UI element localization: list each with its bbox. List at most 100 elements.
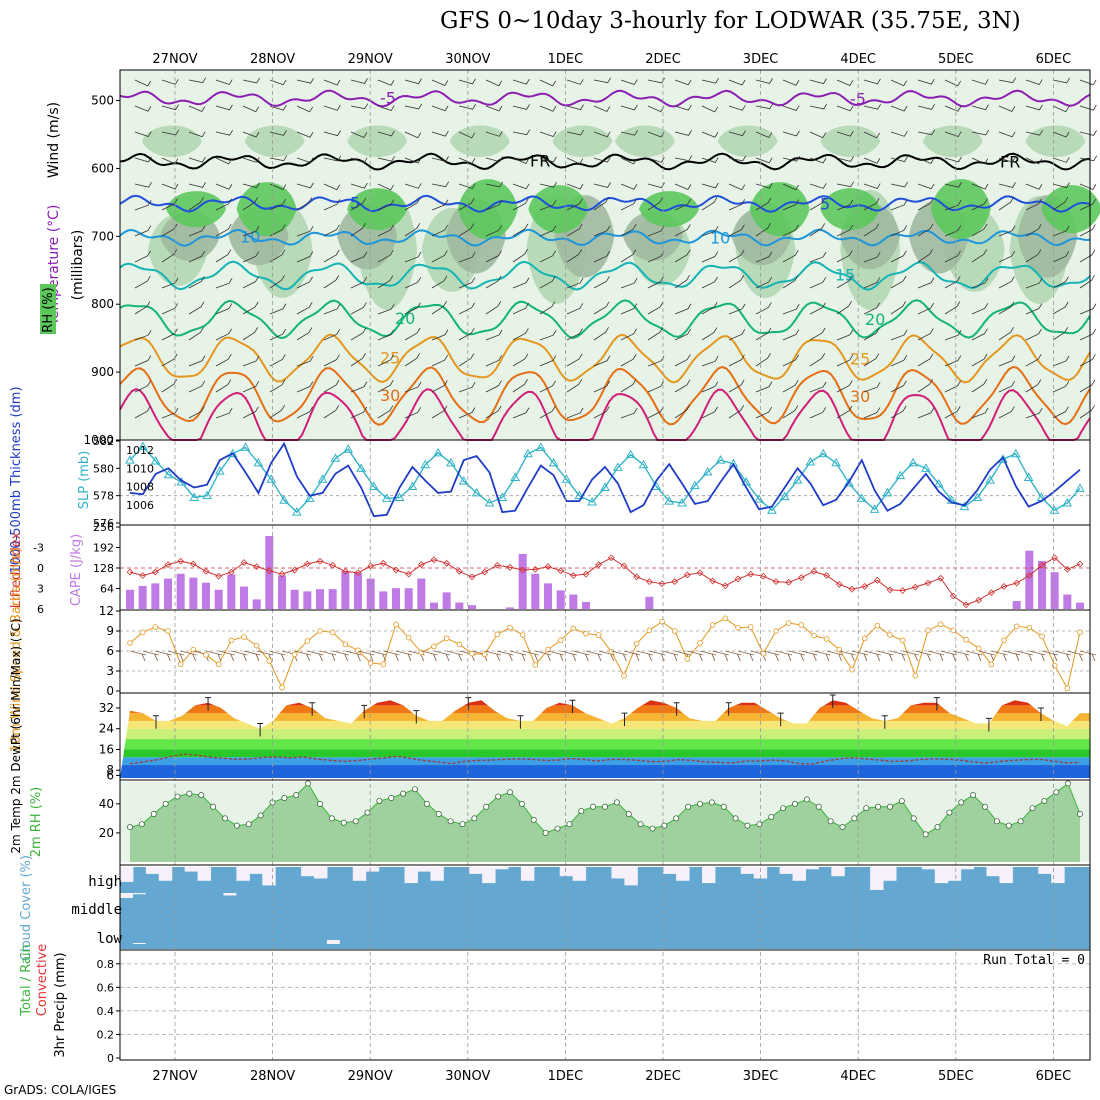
rh2m-marker	[127, 824, 133, 831]
lifted-index-marker	[810, 568, 818, 575]
wind-barb	[485, 250, 502, 263]
wind-speed-marker	[203, 652, 209, 658]
isotherm-label-fr-2: FR	[1000, 153, 1020, 172]
wind-barb	[134, 105, 152, 112]
lifted-index-marker	[531, 565, 539, 573]
wind-barb	[215, 303, 233, 315]
rh2m-marker	[1065, 780, 1072, 787]
wind-barb	[242, 251, 260, 263]
slp-marker	[279, 495, 289, 504]
cape-bar	[176, 573, 185, 609]
wind-speed-marker	[317, 628, 323, 634]
wind-barb	[944, 181, 962, 188]
slp-marker	[818, 448, 829, 458]
wind-speed-marker	[583, 630, 589, 637]
cape-bar	[341, 571, 350, 609]
high-cloud-gap	[779, 867, 794, 874]
slp-marker	[921, 463, 931, 472]
lifted-index-marker	[291, 566, 299, 574]
wind-barb	[1025, 278, 1043, 289]
wind-barb	[836, 130, 854, 137]
wind-barb	[458, 407, 476, 419]
wind-barb	[593, 77, 612, 84]
wind-speed-marker	[228, 637, 235, 644]
wind-speed-marker	[760, 650, 767, 657]
surface-wind-barb	[155, 650, 172, 662]
cape-bar	[366, 578, 375, 609]
wind-barb	[512, 223, 529, 237]
wind-barb	[1052, 131, 1070, 138]
wind-speed-marker	[925, 627, 931, 634]
wind-barb	[350, 197, 367, 211]
surface-wind-barb	[826, 650, 843, 662]
wind-barb	[917, 198, 934, 211]
cloud-layer-label-high: high	[88, 874, 122, 890]
high-cloud-gap	[753, 867, 768, 879]
wind-barb	[188, 156, 206, 163]
wind-barb	[1079, 130, 1097, 136]
wind-barb	[269, 130, 287, 136]
wind-barb	[215, 354, 232, 367]
slp-marker	[394, 492, 405, 501]
cape-bar	[138, 585, 147, 609]
date-label-bottom: 27NOV	[152, 1069, 197, 1084]
slp-marker	[985, 475, 995, 484]
wind-barb	[998, 355, 1016, 367]
wind-barb	[134, 225, 152, 237]
rh2m-marker	[554, 825, 561, 832]
wind-barb	[1052, 182, 1070, 189]
surface-wind-barb	[269, 650, 286, 662]
date-label-top: 29NOV	[348, 52, 393, 67]
wind-barb	[161, 198, 178, 211]
isotherm-label-30-2: 30	[850, 387, 870, 406]
wind-barb	[701, 302, 718, 315]
isotherm-label-5: 5	[350, 194, 360, 213]
wind-speed-marker	[950, 627, 957, 634]
wind-barb	[890, 225, 908, 237]
lifted-index-marker	[1025, 572, 1033, 579]
date-label-bottom: 4DEC	[840, 1069, 876, 1084]
wind-barb	[701, 197, 718, 211]
rh-contour-upper	[142, 125, 1086, 158]
rh2m-marker	[780, 805, 787, 812]
wind-barb	[215, 79, 233, 86]
wind-axis-label: Wind (m/s)	[46, 102, 62, 178]
slp-marker	[292, 507, 302, 516]
surface-wind-barb	[345, 650, 362, 662]
wind-barb	[728, 224, 745, 237]
lifted-index-marker	[823, 572, 831, 579]
high-cloud-gap	[352, 867, 367, 881]
rh2m-marker	[875, 803, 882, 810]
wind-barb	[1052, 225, 1070, 237]
rh2m-marker	[1077, 811, 1083, 817]
rh2m-marker	[245, 821, 252, 828]
wind-barb	[647, 301, 664, 315]
temperature-band	[120, 700, 1090, 706]
middle-cloud-gap	[223, 893, 237, 896]
surface-wind-barb	[129, 650, 147, 662]
wind-speed-marker	[431, 643, 437, 650]
date-label-top: 27NOV	[152, 52, 197, 67]
lifted-index-marker	[379, 559, 387, 567]
lifted-index-marker	[240, 559, 248, 566]
wind-barb	[1025, 224, 1042, 237]
wind-barb	[944, 301, 961, 315]
wind-barb	[296, 251, 314, 263]
wind-barb	[377, 105, 395, 112]
rh2m-marker	[697, 800, 703, 807]
temperature-band	[120, 757, 1090, 766]
surface-wind-barb	[851, 650, 869, 662]
wind-speed-marker	[393, 621, 399, 628]
high-cloud-gap	[624, 867, 638, 886]
wind-barb	[1052, 251, 1070, 263]
wind-barb	[458, 183, 476, 190]
wind-speed-marker	[152, 624, 159, 630]
wind-barb	[215, 224, 232, 237]
wind-barb	[701, 131, 719, 138]
high-cloud-gap	[197, 867, 212, 881]
slp-marker	[548, 457, 559, 467]
slp-marker	[1049, 505, 1060, 514]
temp-minmax-whisker	[673, 702, 680, 716]
slp-marker	[369, 481, 379, 491]
wind-speed-marker	[456, 641, 463, 648]
